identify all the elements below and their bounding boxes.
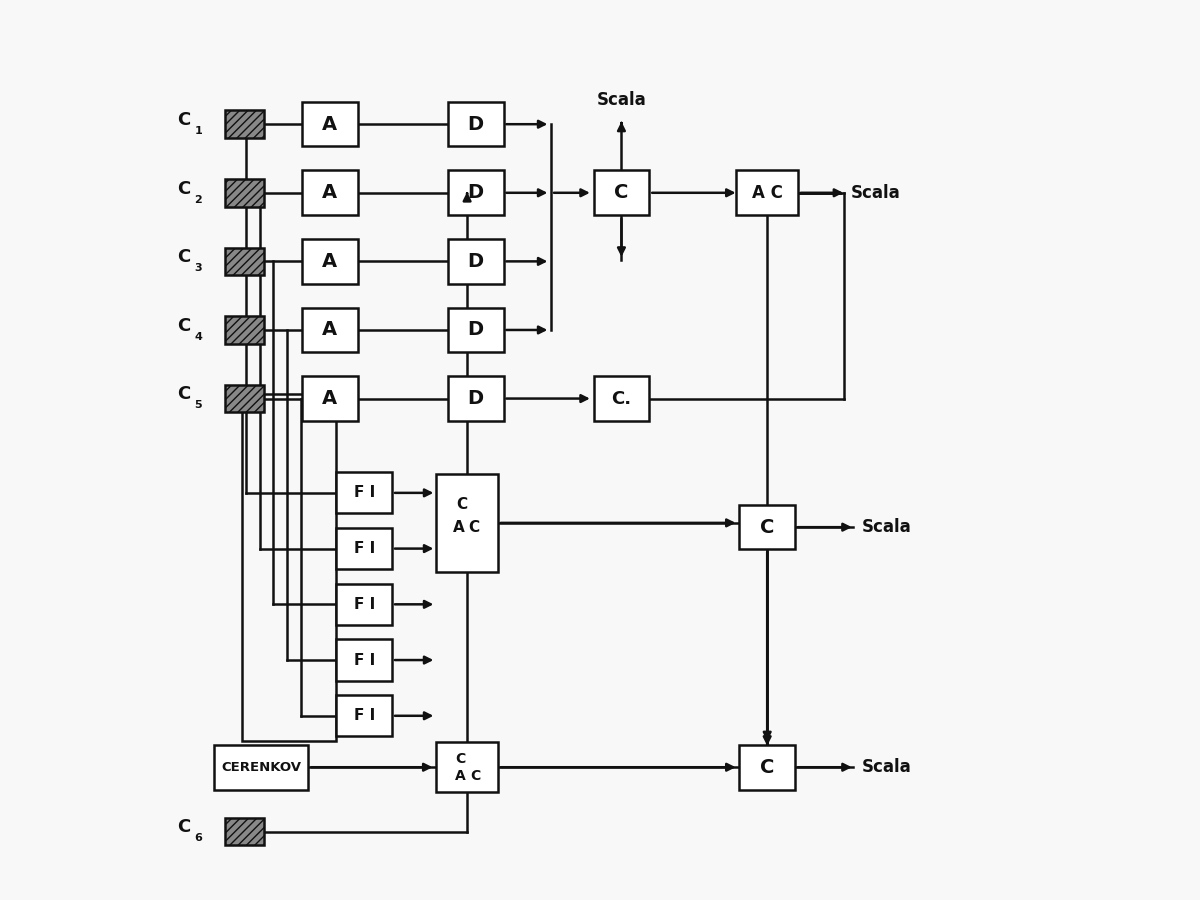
Text: A: A [323,114,337,134]
Bar [226,248,264,275]
Text: A: A [323,184,337,202]
Text: 3: 3 [194,263,202,274]
Text: Scala: Scala [862,518,911,536]
Text: A C: A C [751,184,782,202]
Text: 5: 5 [194,400,202,410]
Bar [739,505,796,550]
Text: 6: 6 [194,833,203,843]
Bar [336,528,392,569]
Bar [302,102,358,147]
Bar [214,745,308,789]
Text: D: D [468,389,484,408]
Bar [448,376,504,421]
Bar [302,308,358,352]
Text: F I: F I [354,708,374,724]
Bar [302,239,358,284]
Text: C: C [176,317,190,335]
Text: D: D [468,252,484,271]
Text: F I: F I [354,597,374,612]
Bar [437,742,498,792]
Bar [226,179,264,206]
Bar [302,170,358,215]
Text: 2: 2 [194,194,203,204]
Bar [336,472,392,513]
Text: A: A [323,320,337,339]
Bar [241,394,336,741]
Bar [448,239,504,284]
Text: C: C [760,518,774,536]
Bar [226,385,264,412]
Text: C: C [176,818,190,836]
Bar [737,170,798,215]
Bar [336,584,392,625]
Text: C: C [614,184,629,202]
Text: C: C [176,248,190,266]
Text: C: C [456,497,468,511]
Text: C: C [470,769,481,783]
Bar [448,170,504,215]
Text: C.: C. [611,390,631,408]
Text: A: A [323,252,337,271]
Text: C: C [176,385,190,403]
Bar [336,695,392,736]
Bar [226,111,264,138]
Bar [594,170,649,215]
Text: A: A [323,389,337,408]
Text: F I: F I [354,652,374,668]
Text: D: D [468,114,484,134]
Text: Scala: Scala [596,91,647,109]
Text: A: A [455,769,466,783]
Text: F I: F I [354,485,374,500]
Text: C: C [760,758,774,777]
Text: Scala: Scala [851,184,901,202]
Text: 1: 1 [194,126,203,136]
Bar [336,640,392,680]
Bar [302,376,358,421]
Text: Scala: Scala [862,758,911,776]
Text: D: D [468,184,484,202]
Text: D: D [468,320,484,339]
Text: C: C [455,752,466,766]
Bar [226,316,264,344]
Text: C: C [176,179,190,197]
Bar [739,745,796,789]
Text: A: A [452,519,464,535]
Text: CERENKOV: CERENKOV [221,760,301,774]
Bar [448,308,504,352]
Bar [226,818,264,845]
Bar [448,102,504,147]
Text: C: C [468,519,480,535]
Text: 4: 4 [194,332,203,342]
Text: C: C [176,111,190,129]
Text: F I: F I [354,541,374,556]
Bar [437,474,498,572]
Bar [594,376,649,421]
